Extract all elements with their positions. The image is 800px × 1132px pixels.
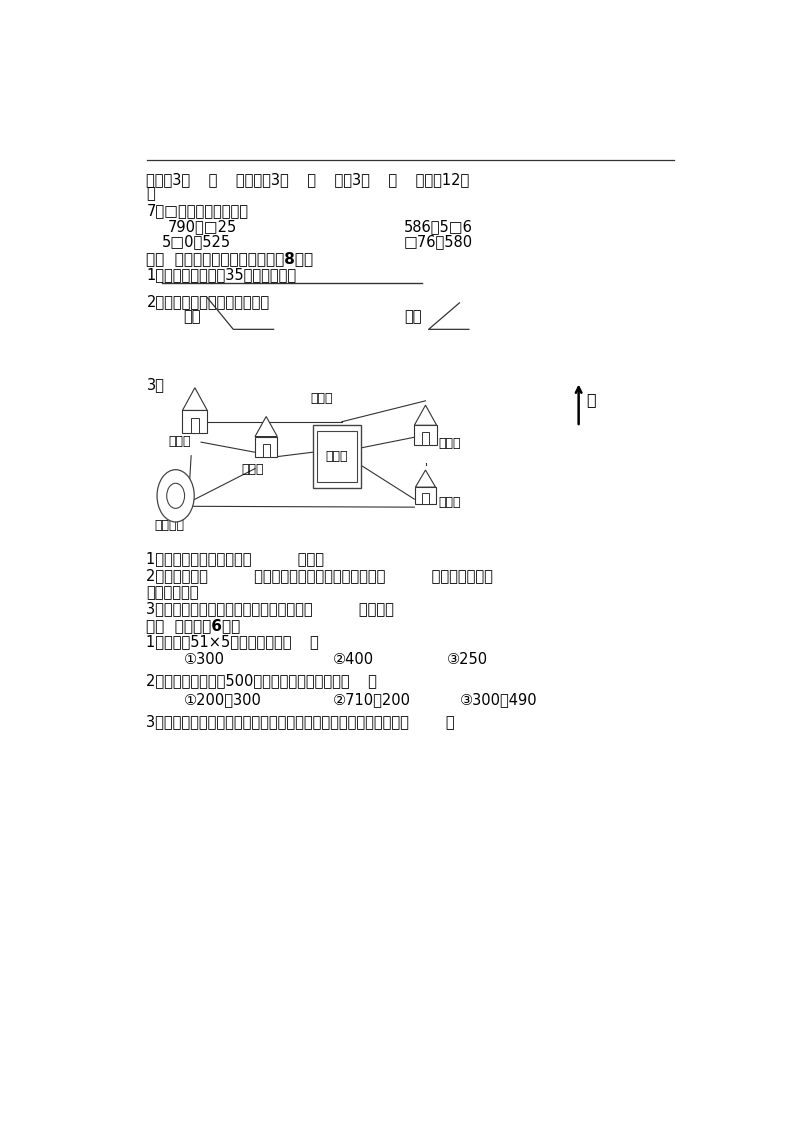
Text: 皮带厚3（    ）    微波炉高3（    ）    树高3（    ）    铅笔长12（: 皮带厚3（ ） 微波炉高3（ ） 树高3（ ） 铅笔长12（ <box>146 172 470 188</box>
Bar <box>191 419 199 434</box>
Bar <box>414 426 437 445</box>
Text: 1、估一估51×5的得数大约是（    ）: 1、估一估51×5的得数大约是（ ） <box>146 634 319 650</box>
Text: 北: 北 <box>586 392 596 408</box>
Text: 1、小明家在儿童乐园的（          ）面。: 1、小明家在儿童乐园的（ ）面。 <box>146 551 325 567</box>
Text: ）: ） <box>146 187 155 201</box>
Circle shape <box>157 470 194 522</box>
Text: 四、  量一量、画一画、写一写（8分）: 四、 量一量、画一画、写一写（8分） <box>146 251 314 266</box>
Text: 3、: 3、 <box>146 377 164 393</box>
Bar <box>415 487 435 504</box>
Text: 接到图书馆。: 接到图书馆。 <box>146 585 199 600</box>
Bar <box>317 431 357 482</box>
Bar <box>422 432 429 445</box>
Bar <box>262 444 270 456</box>
Polygon shape <box>414 405 437 426</box>
Bar <box>313 426 361 488</box>
Bar <box>255 437 278 456</box>
Polygon shape <box>255 417 278 437</box>
Text: 3、小强从家去学校往西北方向走，他从学校回家往什么方向走？（        ）: 3、小强从家去学校往西北方向走，他从学校回家往什么方向走？（ ） <box>146 714 455 729</box>
Text: 2、画出一个钝角和一个锐角。: 2、画出一个钝角和一个锐角。 <box>146 294 270 309</box>
Circle shape <box>166 483 185 508</box>
Polygon shape <box>182 388 207 411</box>
Text: 小红家: 小红家 <box>438 496 461 508</box>
Text: 钝角: 钝角 <box>184 309 202 324</box>
Text: ①300: ①300 <box>184 652 225 667</box>
Bar <box>422 494 429 504</box>
Text: ③250: ③250 <box>447 652 488 667</box>
Bar <box>182 411 207 434</box>
Text: ②710－200: ②710－200 <box>333 692 410 708</box>
Text: ③300＋490: ③300＋490 <box>459 692 538 708</box>
Text: 3、要从小刚家直接走到儿童乐园只要向（          ）面走。: 3、要从小刚家直接走到儿童乐园只要向（ ）面走。 <box>146 601 394 616</box>
Text: 锐角: 锐角 <box>404 309 422 324</box>
Text: 5□0＜525: 5□0＜525 <box>162 234 231 249</box>
Text: 五、  选一选（6分）: 五、 选一选（6分） <box>146 618 241 633</box>
Text: 小刚家: 小刚家 <box>242 463 264 475</box>
Text: 图书馆: 图书馆 <box>326 451 348 463</box>
Text: 790＜□25: 790＜□25 <box>168 220 238 234</box>
Text: 586＞5□6: 586＞5□6 <box>404 220 473 234</box>
Text: 2、小红家向（          ）面走，可以直接到小强家，向（          ）面走，可以直: 2、小红家向（ ）面走，可以直接到小强家，向（ ）面走，可以直 <box>146 568 494 583</box>
Text: 小强家: 小强家 <box>438 437 461 449</box>
Text: 小明家: 小明家 <box>168 435 190 448</box>
Text: 7、□里填上合适的数。: 7、□里填上合适的数。 <box>146 203 249 218</box>
Polygon shape <box>415 470 435 487</box>
Text: 2、下面各题结果比500多得多的算式是哪道？（    ）: 2、下面各题结果比500多得多的算式是哪道？（ ） <box>146 674 378 688</box>
Text: ①200＋300: ①200＋300 <box>184 692 262 708</box>
Text: 科技馆: 科技馆 <box>310 392 334 405</box>
Text: ②400: ②400 <box>333 652 374 667</box>
Text: 1、用直尺画出一条35毫米的线段。: 1、用直尺画出一条35毫米的线段。 <box>146 267 297 283</box>
Text: □76＞580: □76＞580 <box>404 234 473 249</box>
Text: 儿童乐园: 儿童乐园 <box>154 520 185 532</box>
